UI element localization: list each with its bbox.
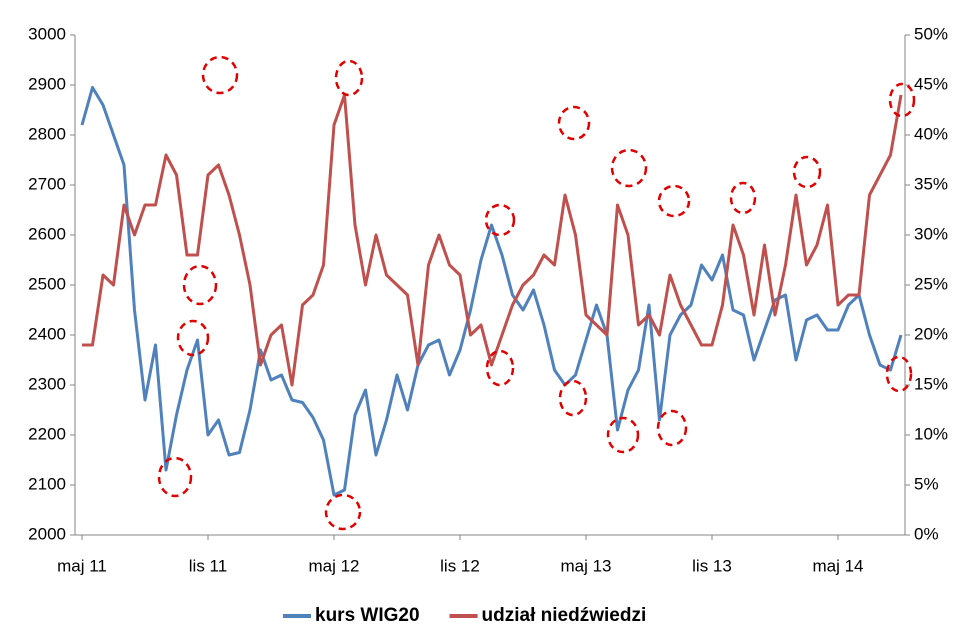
y-tick-label: 2900 <box>28 74 66 93</box>
y2-tick-label: 25% <box>914 274 948 293</box>
annotation-circle <box>485 349 515 387</box>
y2-tick-label: 45% <box>914 74 948 93</box>
annotation-circle <box>334 59 364 97</box>
x-tick-label: maj 13 <box>560 556 611 575</box>
annotation-circle <box>656 409 688 447</box>
x-tick-label: lis 11 <box>189 556 227 575</box>
y-tick-label: 2700 <box>28 174 66 193</box>
y2-tick-label: 35% <box>914 174 948 193</box>
legend-label: udział niedźwiedzi <box>482 605 647 626</box>
annotations <box>157 55 916 531</box>
annotation-circle <box>606 416 640 454</box>
y2-tick-label: 40% <box>914 124 948 143</box>
y2-tick-label: 30% <box>914 224 948 243</box>
data-line <box>82 93 903 387</box>
y-tick-label: 3000 <box>28 24 66 43</box>
y-tick-label: 2800 <box>28 124 66 143</box>
y2-tick-label: 5% <box>914 474 939 493</box>
x-tick-label: lis 13 <box>692 556 732 575</box>
y-tick-label: 2600 <box>28 224 66 243</box>
data-line <box>80 86 903 497</box>
y-tick-label: 2100 <box>28 474 66 493</box>
legend-label: kurs WIG20 <box>315 605 420 626</box>
y2-tick-label: 0% <box>914 524 939 543</box>
annotation-circle <box>157 456 193 498</box>
annotation-circle <box>324 493 362 531</box>
annotation-circle <box>201 55 239 95</box>
y-tick-label: 2400 <box>28 324 66 343</box>
annotation-circle <box>558 379 588 417</box>
x-tick-label: lis 12 <box>440 556 480 575</box>
annotation-circle <box>729 181 757 215</box>
y2-tick-label: 20% <box>914 324 948 343</box>
annotation-circle <box>182 264 218 306</box>
annotation-circle <box>657 184 691 218</box>
y-tick-label: 2000 <box>28 524 66 543</box>
annotation-circle <box>610 148 648 188</box>
annotation-circle <box>885 355 913 393</box>
x-tick-label: maj 14 <box>812 556 863 575</box>
y-tick-label: 2300 <box>28 374 66 393</box>
x-tick-label: maj 11 <box>57 556 107 575</box>
y2-tick-label: 10% <box>914 424 948 443</box>
annotation-circle <box>484 203 516 237</box>
y2-tick-label: 50% <box>914 24 948 43</box>
annotation-circle <box>792 155 822 189</box>
x-tick-label: maj 12 <box>308 556 359 575</box>
y-tick-label: 2500 <box>28 274 66 293</box>
y2-tick-label: 15% <box>914 374 948 393</box>
annotation-circle <box>888 82 916 118</box>
annotation-circle <box>176 319 210 357</box>
annotation-circle <box>557 105 591 141</box>
y-tick-label: 2200 <box>28 424 66 443</box>
